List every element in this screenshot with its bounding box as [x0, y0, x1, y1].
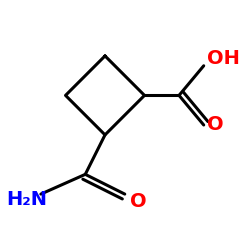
Text: H₂N: H₂N — [6, 190, 47, 208]
Text: OH: OH — [208, 49, 240, 68]
Text: O: O — [130, 192, 146, 211]
Text: O: O — [208, 116, 224, 134]
